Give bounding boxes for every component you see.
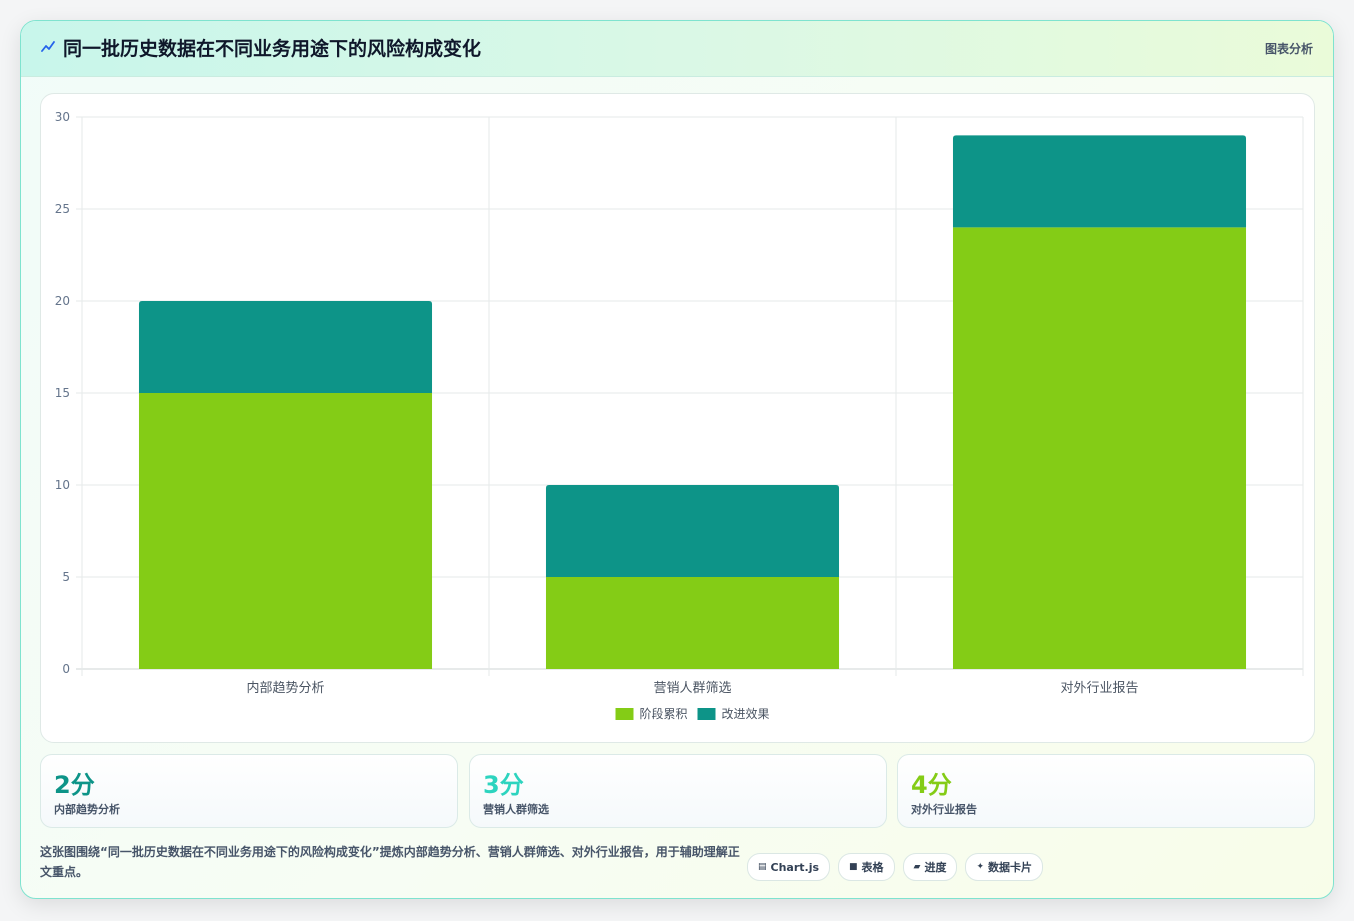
trend-icon <box>41 41 55 52</box>
stat-card-marketing: 3分 营销人群筛选 <box>469 754 887 828</box>
bar-segment <box>545 577 840 669</box>
y-tick-label: 5 <box>62 570 70 584</box>
chip-progress[interactable]: ▰ 进度 <box>902 853 958 881</box>
chart-panel: 同一批历史数据在不同业务用途下的风险构成变化 图表分析 0 5 10 15 20 25 30… <box>20 20 1334 899</box>
bar-segment <box>952 227 1247 669</box>
stat-card-external: 4分 对外行业报告 <box>897 754 1315 828</box>
legend-label: 改进效果 <box>722 706 770 721</box>
bar-segment <box>545 485 840 577</box>
chip-data-cards[interactable]: ✦ 数据卡片 <box>965 853 1044 881</box>
y-tick-label: 25 <box>55 202 70 216</box>
stat-label: 营销人群筛选 <box>483 803 549 816</box>
legend-swatch <box>615 708 634 720</box>
stat-label: 对外行业报告 <box>911 803 977 816</box>
chip-label: 进度 <box>924 861 947 874</box>
stat-value: 2分 <box>54 771 95 799</box>
stat-value: 3分 <box>483 771 524 799</box>
x-tick-label: 对外行业报告 <box>1060 681 1138 696</box>
y-tick-label: 30 <box>55 110 70 124</box>
chart-card: 0 5 10 15 20 25 30 内部趋势分析 营销人群筛选 对外行业报告阶段累积 改进效果 <box>40 93 1315 743</box>
y-tick-label: 15 <box>55 386 70 400</box>
y-tick-label: 20 <box>55 294 70 308</box>
table-icon: ■ <box>849 862 858 872</box>
chip-chartjs[interactable]: ▤ Chart.js <box>747 853 831 881</box>
chip-label: 数据卡片 <box>988 861 1033 874</box>
bar-segment <box>138 393 433 669</box>
legend-swatch <box>697 708 716 720</box>
chart-analysis-tag: 图表分析 <box>1264 42 1313 56</box>
chip-table[interactable]: ■ 表格 <box>838 853 895 881</box>
chart-icon: ▤ <box>758 862 767 872</box>
stat-card-internal: 2分 内部趋势分析 <box>40 754 458 828</box>
bar-segment <box>138 301 433 393</box>
page-title: 同一批历史数据在不同业务用途下的风险构成变化 <box>63 38 482 60</box>
y-tick-label: 10 <box>55 478 70 492</box>
chart-description: 这张图围绕“同一批历史数据在不同业务用途下的风险构成变化”提炼内部趋势分析、营销… <box>40 845 740 879</box>
legend-label: 阶段累积 <box>640 706 688 721</box>
stat-value: 4分 <box>911 771 952 799</box>
x-tick-label: 营销人群筛选 <box>653 681 731 696</box>
progress-icon: ▰ <box>913 862 921 872</box>
panel-header: 同一批历史数据在不同业务用途下的风险构成变化 图表分析 <box>21 21 1333 77</box>
sparkle-icon: ✦ <box>976 862 985 872</box>
chip-label: Chart.js <box>770 860 820 874</box>
chip-label: 表格 <box>861 861 884 874</box>
stat-label: 内部趋势分析 <box>54 803 120 816</box>
x-tick-label: 内部趋势分析 <box>246 680 324 696</box>
y-tick-label: 0 <box>62 662 70 676</box>
bar-segment <box>952 135 1247 228</box>
tech-chips: ▤ Chart.js ■ 表格 ▰ 进度 ✦ 数据卡片 <box>747 853 1044 881</box>
